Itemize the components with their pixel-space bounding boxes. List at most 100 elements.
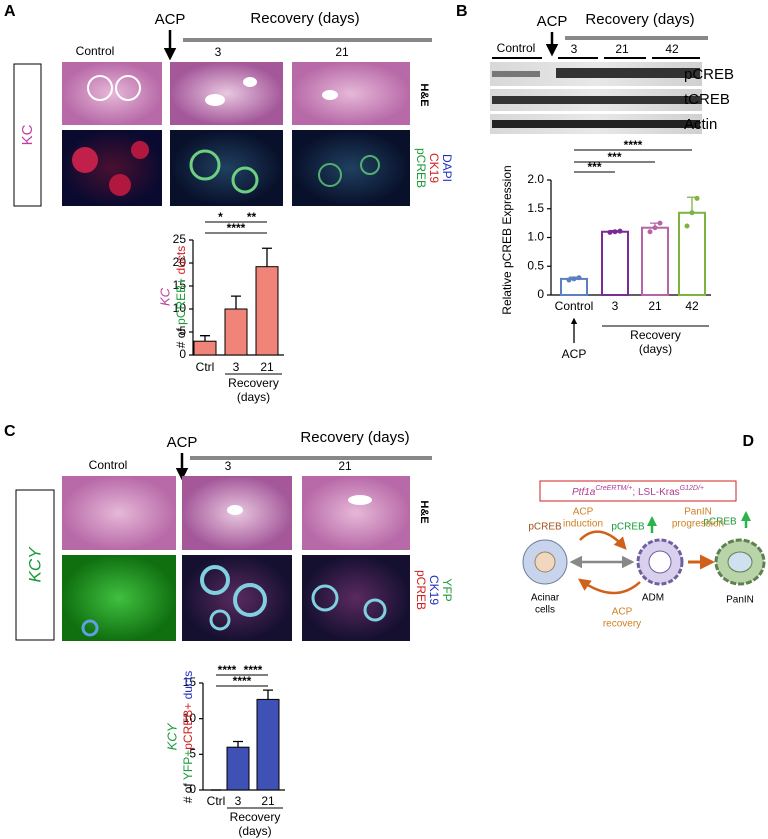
group-label: Recovery: [630, 328, 681, 342]
bar: [226, 746, 250, 791]
process-label: ACP: [612, 607, 633, 618]
y-tick-label: 0.5: [527, 258, 544, 272]
group-label: (days): [237, 390, 270, 404]
stain-label: YFP: [440, 578, 454, 601]
cell-label: ADM: [642, 593, 664, 604]
x-tick-label: 3: [235, 794, 242, 808]
stain-label: H&E: [418, 83, 430, 106]
genotype-label: KCY: [25, 546, 44, 583]
significance-label: ****: [244, 663, 263, 677]
y-tick-label: 15: [173, 278, 187, 292]
data-point: [684, 223, 690, 229]
blot-bands: [492, 68, 700, 128]
process-label: recovery: [603, 619, 641, 630]
significance-label: ****: [624, 138, 643, 152]
process-label: induction: [563, 519, 603, 530]
process-label: PanIN: [684, 507, 712, 518]
column-label: 3: [215, 45, 222, 59]
y-tick-label: 0: [537, 287, 544, 301]
group-label: Recovery: [230, 810, 281, 824]
group-label: (days): [238, 824, 271, 838]
gene: Ptf1a: [572, 487, 596, 498]
marker-label: pCREB: [528, 522, 562, 533]
genotype-label: KC: [19, 124, 36, 145]
process-label: progression: [672, 519, 724, 530]
significance-label: ****: [218, 663, 237, 677]
blot-label: tCREB: [684, 91, 730, 108]
data-point: [566, 277, 572, 283]
panel-label: D: [742, 433, 754, 450]
significance-label: ****: [233, 674, 252, 688]
data-point: [657, 220, 663, 226]
stain-label: pCREB: [414, 570, 428, 610]
y-tick-label: 1.5: [527, 201, 544, 215]
y-tick-label: 1.0: [527, 230, 544, 244]
panel-label: B: [456, 3, 468, 20]
data-point: [617, 228, 623, 234]
y-axis-label-part: YFP+: [181, 750, 195, 780]
recovery-label: Recovery (days): [250, 10, 359, 27]
y-tick-label: 10: [173, 301, 187, 315]
column-label: 3: [571, 42, 578, 56]
genotype-box: [13, 63, 42, 207]
bar: [224, 308, 248, 356]
column-label: 21: [335, 45, 349, 59]
micrograph: [292, 130, 410, 206]
error-bar: [200, 335, 210, 342]
y-tick-label: 20: [173, 255, 187, 269]
x-tick-label: Control: [555, 299, 594, 313]
column-label: Control: [497, 41, 536, 55]
error-bar: [233, 740, 243, 748]
group-label: Recovery: [228, 376, 279, 390]
bar: [678, 211, 706, 296]
texture: [81, 495, 387, 637]
error-bar: [263, 689, 273, 700]
data-point: [576, 275, 582, 281]
treatment-label: ACP: [537, 13, 568, 30]
y-axis-label: # of YFP+pCREB+ ducts: [181, 671, 195, 804]
bar: [256, 698, 280, 791]
data-point: [652, 225, 658, 231]
recovery-label: Recovery (days): [300, 429, 409, 446]
stain-label: CK19: [427, 153, 441, 183]
micrograph: [62, 476, 176, 550]
y-axis-label-part: ducts: [181, 671, 195, 703]
x-tick-label: 21: [261, 794, 275, 808]
significance-label: ***: [587, 160, 601, 174]
data-point: [694, 195, 700, 201]
column-label: 42: [665, 42, 679, 56]
blot-label: Actin: [684, 116, 717, 133]
x-tick-label: 21: [648, 299, 662, 313]
stain-label: CK19: [427, 575, 441, 605]
arrow: [577, 578, 641, 595]
genotype-box: [539, 480, 737, 502]
genotype-text: Ptf1aCreERTM/+; LSL-KrasG12D/+: [572, 485, 704, 497]
marker-label: pCREB: [611, 522, 645, 533]
data-point: [647, 229, 653, 235]
y-axis-label: Relative pCREB Expression: [500, 165, 514, 314]
y-axis-label-part: pCREB+: [181, 703, 195, 750]
significance-label: ****: [227, 221, 246, 235]
bar: [255, 266, 279, 356]
panin-cell: [714, 538, 766, 586]
x-tick-label: 42: [685, 299, 699, 313]
texture: [72, 75, 380, 196]
data-point: [571, 276, 577, 282]
column-label: 3: [225, 459, 232, 473]
process-label: ACP: [573, 507, 594, 518]
y-axis-label: KCY: [164, 722, 179, 750]
genotype-box: [15, 489, 55, 641]
blot-label: pCREB: [684, 66, 734, 83]
treatment-label: ACP: [562, 347, 587, 361]
significance-label: **: [247, 210, 257, 224]
bar: [193, 340, 217, 356]
micrograph: [62, 62, 162, 125]
y-axis-label-part: # of: [181, 780, 195, 803]
y-tick-label: 25: [173, 232, 187, 246]
y-axis-label: KC: [157, 287, 172, 306]
micrograph: [170, 130, 283, 206]
allele: G12D/+: [680, 485, 704, 492]
cell-label: Acinar: [531, 593, 560, 604]
arrow: [579, 530, 627, 550]
